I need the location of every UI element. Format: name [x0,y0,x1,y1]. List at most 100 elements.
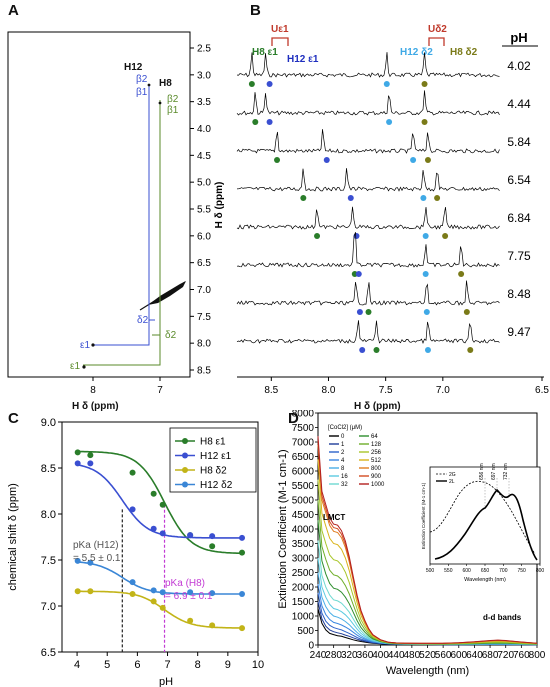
panel-a-y-title: H δ (ppm) [214,182,225,229]
panel-a-cross-peak [91,343,95,347]
panel-b-peak-marker [365,309,372,315]
panel-d-y-tick-label: 5000 [292,496,315,507]
inset-x-tick-label: 700 [499,568,508,574]
panel-d-x-tick-label: 320 [341,650,358,661]
panel-c-x-tick-label: 7 [164,659,170,671]
panel-a-label: A [8,2,19,19]
panel-d-x-tick-label: 720 [497,650,514,661]
panel-c-data-point [187,589,194,596]
panel-b-peak-marker [383,81,390,87]
panel-c-data-point [150,598,157,605]
panel-d-legend-label: 16 [341,474,348,480]
panel-c-pka-h8: pKa (H8) [165,578,205,589]
panel-d-x-tick-label: 680 [482,650,499,661]
panel-d-legend-label: 4 [341,458,345,464]
panel-a-h12-trace [93,85,150,346]
panel-c-frame [61,421,259,653]
panel-d-legend-label: 800 [371,466,382,472]
panel-b-peak-marker [442,233,449,239]
panel-b-peak-marker [355,271,362,277]
panel-a-h8-e1: ε1 [70,361,80,372]
panel-d-y-tick-label: 3000 [292,554,315,565]
panel-a-y-tick-label: 8.5 [197,366,211,377]
panel-b-spectrum-trace [236,90,500,116]
panel-c-fit-curve [77,590,242,629]
panel-c-data-point [159,530,166,537]
inset-legend-2g: 2G [449,472,456,478]
panel-c-data-point [87,452,94,459]
panel-c-data-point [159,501,166,508]
panel-b: B pH H8 ε1 H12 ε1 Uε1 H12 δ2 H8 δ2 Uδ2 4… [232,0,550,412]
panel-b-ph-value: 8.48 [507,287,531,301]
panel-b-peak-marker [356,309,363,315]
panel-c-legend-marker [182,481,188,488]
panel-b-top-ud2: Uδ2 [428,24,447,35]
panel-d-x-tick-label: 280 [325,650,342,661]
panel-b-spectrum-trace [236,52,500,78]
panel-c-plot: 6.5 7.0 7.5 8.0 8.5 9.0 4 5 6 7 8 9 10 pH chemical shi… [7,417,264,687]
panel-b-ud2-bracket [428,37,445,46]
panel-a-h12-b1: β1 [136,87,148,98]
panel-d-x-tick-label: 760 [513,650,530,661]
inset-x-tick-label: 550 [444,568,453,574]
panel-a-h12-label: H12 [124,62,143,73]
panel-b-top-h8d2: H8 δ2 [450,47,478,58]
panel-c-data-point [209,533,216,540]
panel-c-y-tick-label: 8.0 [41,509,56,521]
panel-b-svg: pH H8 ε1 H12 ε1 Uε1 H12 δ2 H8 δ2 Uδ2 4.0… [236,24,549,395]
panel-a-h8-b1: β1 [167,105,179,116]
panel-c-data-point [209,590,216,597]
panel-d-x-title: Wavelength (nm) [386,665,469,677]
panel-b-spectrum-trace [236,320,500,344]
panel-c-x-tick-label: 4 [74,659,80,671]
panel-c-data-point [159,604,166,611]
panel-c-svg: 6.5 7.0 7.5 8.0 8.5 9.0 4 5 6 7 8 9 10 pH chemical shi… [7,417,264,687]
panel-c-data-point [209,543,216,550]
inset-x-title: Wavelength (nm) [464,577,506,583]
panel-d-dd-bands: d-d bands [483,613,522,622]
inset-peak-656: 656 nm [479,463,485,480]
panel-c-data-point [87,460,94,467]
panel-c-data-point [74,449,81,456]
panel-a-h12-e1: ε1 [80,340,90,351]
panel-c-data-point [187,617,194,624]
panel-b-spectrum-trace [236,232,500,268]
panel-c-data-point [74,460,81,467]
panel-b-ph-value: 5.84 [507,135,531,149]
panel-d-x-tick-label: 400 [372,650,389,661]
panel-d-y-tick-label: 1000 [292,612,315,623]
panel-d-y-tick-label: 4000 [292,525,315,536]
panel-b-spectrum-trace [236,280,500,306]
panel-b-peak-marker [424,347,431,353]
panel-b-x-tick-label: 8.5 [264,385,278,395]
panel-d-x-tick-label: 440 [388,650,405,661]
panel-b-peak-marker [420,195,427,201]
panel-a-y-tick-label: 3.0 [197,70,211,81]
panel-c-legend-label: H12 ε1 [200,451,232,462]
panel-a-x-tick-label: 8 [90,385,96,395]
panel-a-x-title-visible: H δ (ppm) [72,401,119,412]
panel-b-top-h12d2: H12 δ2 [400,47,433,58]
panel-b-peak-marker [434,195,441,201]
panel-b-x-tick-label: 6.5 [535,385,549,395]
inset-x-tick-label: 650 [481,568,490,574]
panel-b-peak-marker [424,157,431,163]
panel-c-y-tick-label: 9.0 [41,417,56,429]
panel-b-peak-marker [422,233,429,239]
panel-d-legend-label: 64 [371,434,378,440]
panel-b-peak-marker [422,271,429,277]
panel-c-data-point [209,622,216,629]
panel-b-peak-marker [248,81,255,87]
panel-b-spectrum-trace [236,168,500,192]
inset-peak-732: 732 nm [503,463,509,480]
panel-c-label: C [8,410,19,427]
panel-c-y-tick-label: 8.5 [41,463,56,475]
panel-d-legend-label: 1 [341,442,345,448]
panel-d-legend-label: 900 [371,474,382,480]
panel-b-x-ticks: 8.5 8.0 7.5 7.0 6.5 [264,377,549,395]
panel-c: C 6.5 7.0 7.5 8.0 8.5 9.0 4 5 6 7 8 9 10 pH chemical s… [0,410,275,687]
panel-c-legend-label: H8 ε1 [200,437,226,448]
panel-a-y-tick-label: 7.5 [197,312,211,323]
panel-a-svg: H12 H8 β2 β1 β2 β1 δ2 δ2 ε1 ε1 2.5 3.0 3.5… [7,31,225,395]
